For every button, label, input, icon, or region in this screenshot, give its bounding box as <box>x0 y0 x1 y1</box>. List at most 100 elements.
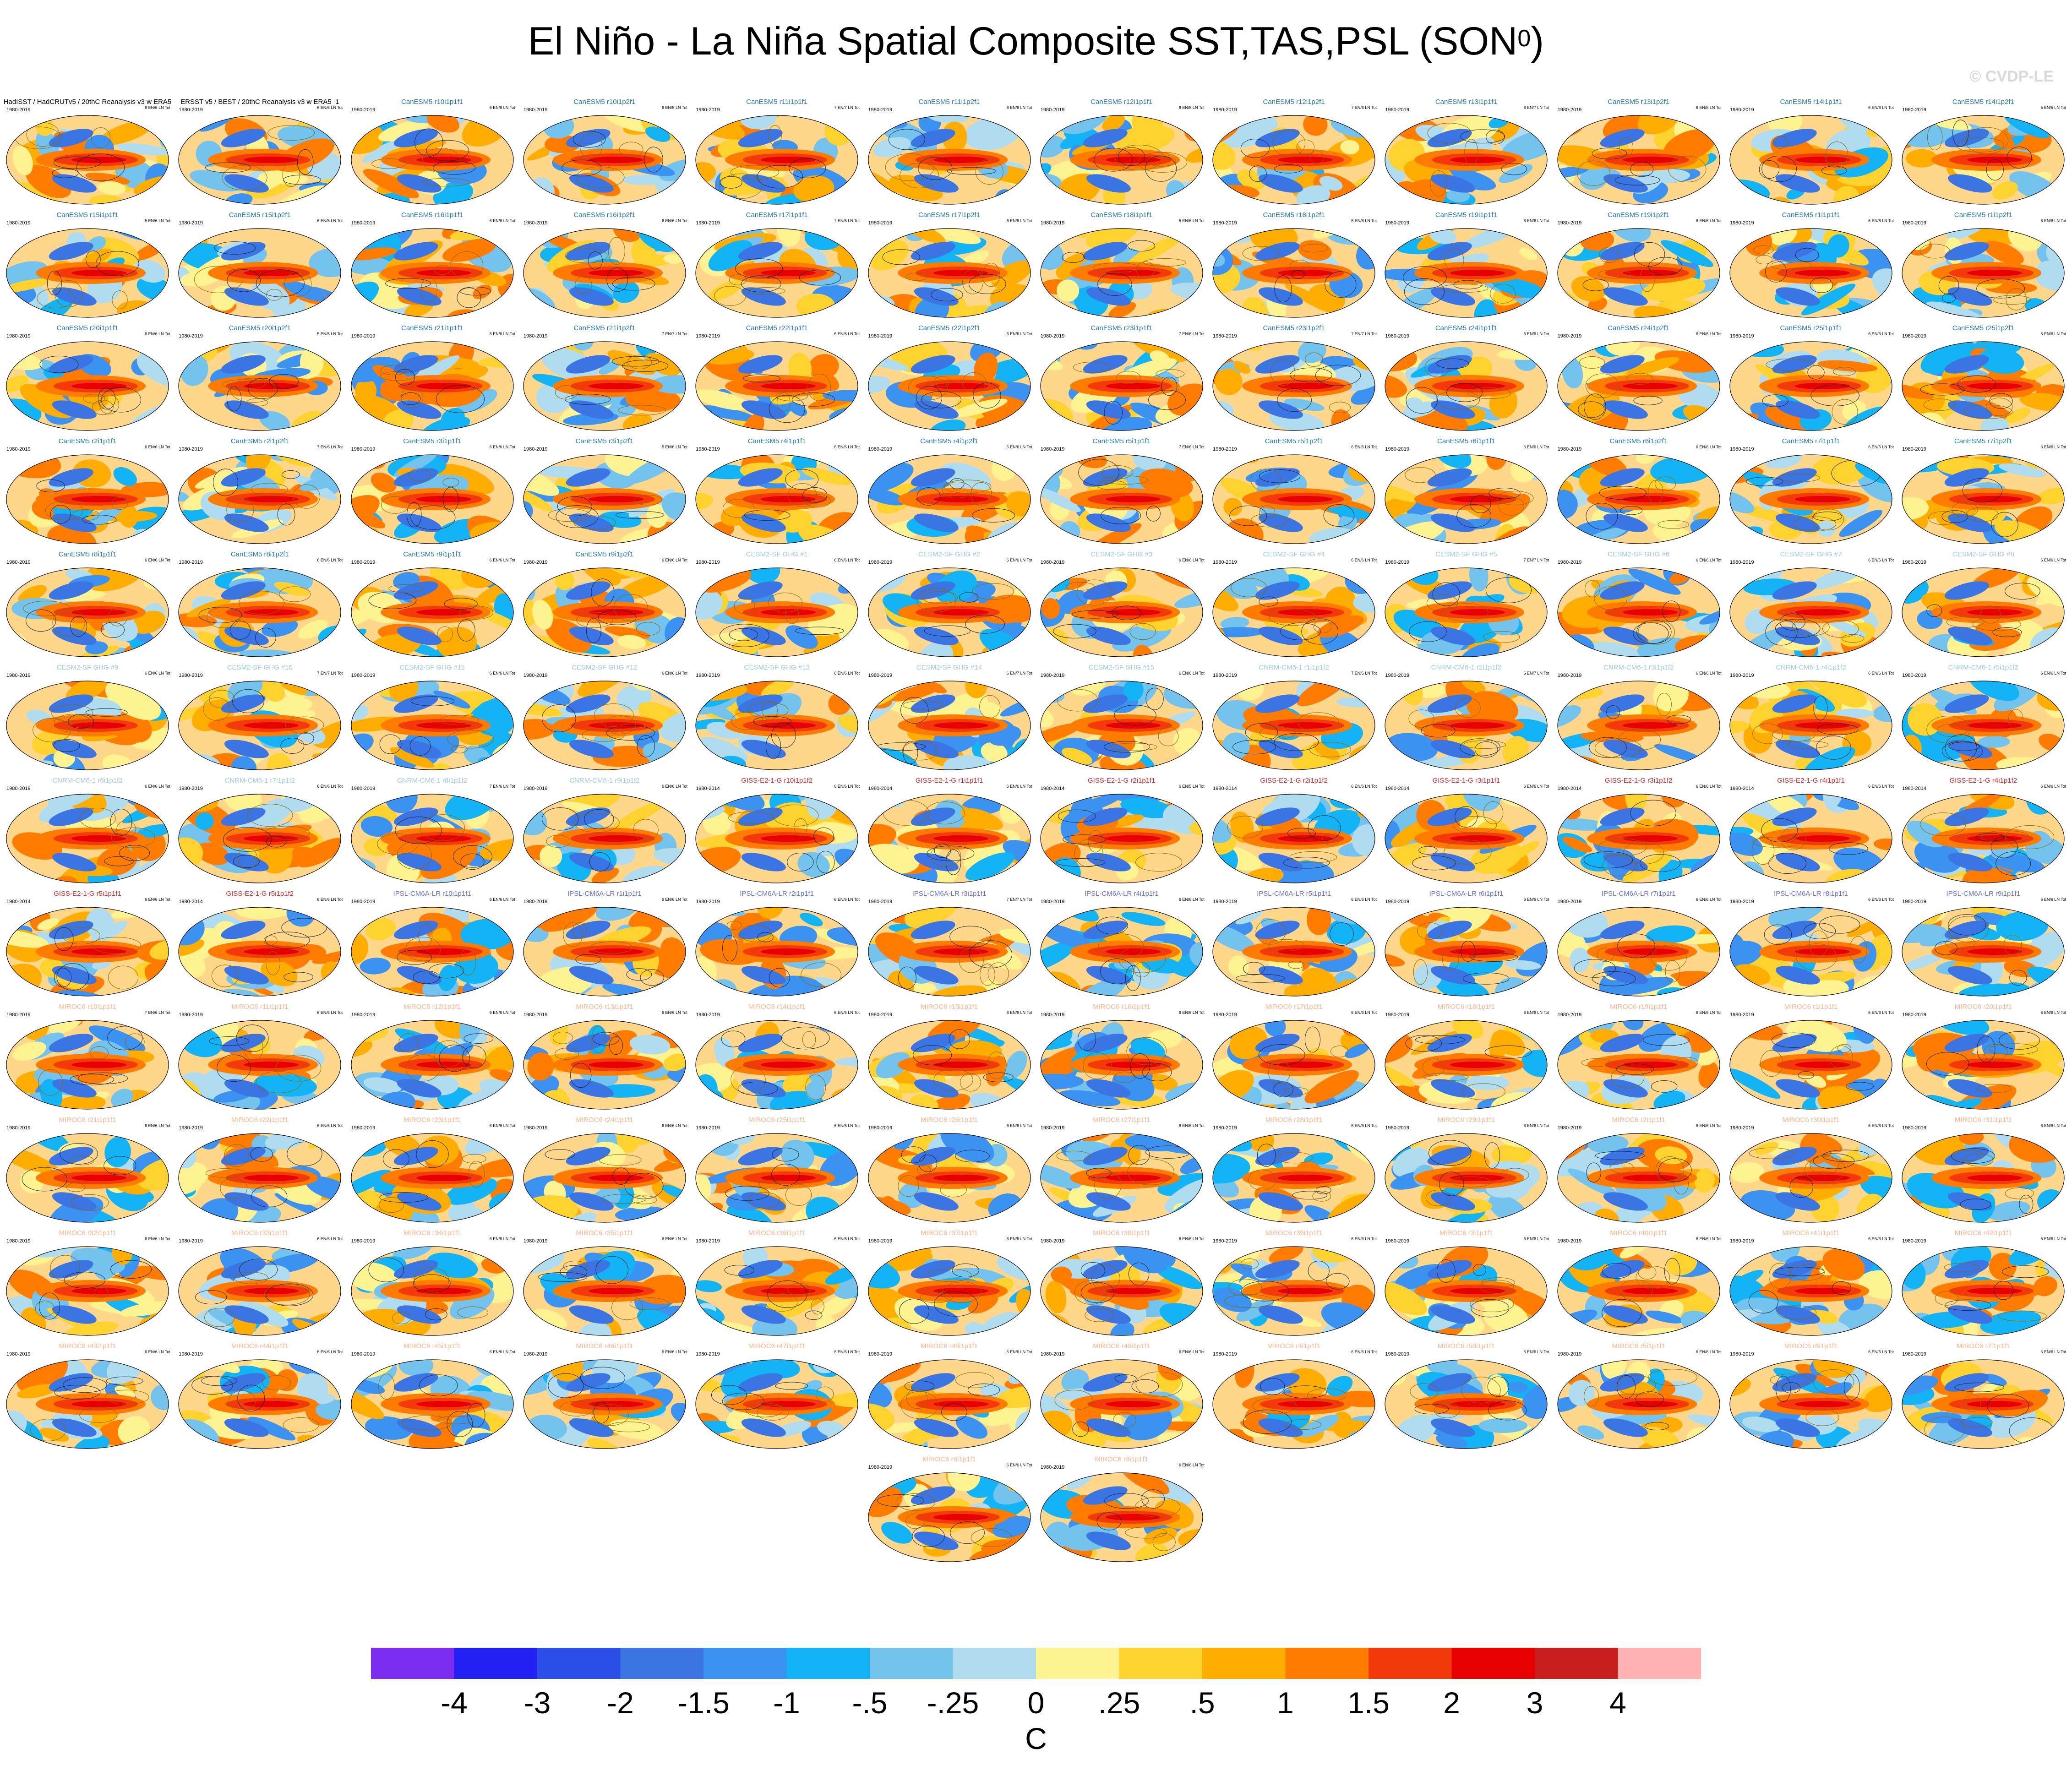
map-panel: CanESM5 r17i1p1f1 1980-2019 7 EN/6 LN Tot <box>692 209 862 318</box>
map-panel: CESM2-SF GHG #7 1980-2019 6 EN/6 LN Tot <box>1726 549 1896 658</box>
composite-map <box>695 1246 858 1336</box>
map-panel: CanESM5 r21i1p2f1 1980-2019 7 EN/7 LN Tot <box>520 322 689 431</box>
panel-stats: 6 EN/6 LN Tot <box>662 1237 687 1241</box>
panel-stats: 6 EN/6 LN Tot <box>1523 218 1549 223</box>
panel-title: CanESM5 r17i1p1f1 <box>746 211 808 219</box>
map-panel: CESM2-SF GHG #14 1980-2019 6 EN/7 LN Tot <box>865 662 1034 771</box>
panel-title: CanESM5 r10i1p2f1 <box>573 98 636 106</box>
panel-stats: 6 EN/6 LN Tot <box>662 1350 687 1354</box>
map-panel: MIROC6 r18i1p1f1 1980-2019 6 EN/6 LN Tot <box>1381 1001 1551 1110</box>
panel-stats: 6 EN/6 LN Tot <box>1006 218 1032 223</box>
panel-years: 1980-2019 <box>1557 1125 1582 1131</box>
composite-map <box>1385 567 1548 657</box>
panel-years: 1980-2019 <box>696 220 720 226</box>
composite-map <box>1557 1359 1720 1449</box>
composite-map <box>178 907 341 997</box>
panel-years: 1980-2019 <box>1040 107 1065 113</box>
panel-title: CESM2-SF GHG #4 <box>1263 550 1325 558</box>
map-panel: CNRM-CM6-1 r8i1p1f2 1980-2019 7 EN/6 LN To… <box>348 775 517 884</box>
panel-stats: 6 EN/6 LN Tot <box>834 445 860 449</box>
panel-title: MIROC6 r33i1p1f1 <box>231 1229 289 1237</box>
panel-years: 1980-2019 <box>1902 673 1926 678</box>
map-panel: CanESM5 r14i1p2f1 1980-2019 5 EN/5 LN Tot <box>1898 96 2068 205</box>
panel-title: CESM2-SF GHG #13 <box>744 664 810 671</box>
panel-years: 1980-2019 <box>1902 107 1926 113</box>
map-panel: GISS-E2-1-G r3i1p1f2 1980-2014 6 EN/6 LN T… <box>1554 775 1723 884</box>
colorbar-bin <box>953 1648 1036 1679</box>
map-panel: MIROC6 r34i1p1f1 1980-2019 6 EN/6 LN Tot <box>348 1227 517 1336</box>
panel-title: ERSST v5 / BEST / 20thC Reanalysis v3 w … <box>180 98 339 106</box>
panel-stats: 6 EN/7 LN Tot <box>1006 671 1032 675</box>
panel-stats: 6 EN/6 LN Tot <box>662 784 687 789</box>
panel-years: 1980-2019 <box>179 447 203 452</box>
map-panel: GISS-E2-1-G r10i1p1f2 1980-2014 6 EN/6 LN … <box>692 775 862 884</box>
map-panel: IPSL-CM6A-LR r7i1p1f1 1980-2019 6 EN/6 LN … <box>1554 888 1723 997</box>
map-panel: IPSL-CM6A-LR r9i1p1f1 1980-2019 6 EN/6 LN … <box>1898 888 2068 997</box>
map-panel: MIROC6 r3i1p1f1 1980-2019 6 EN/6 LN Tot <box>1381 1227 1551 1336</box>
map-panel: CanESM5 r20i1p2f1 1980-2019 5 EN/5 LN Tot <box>175 322 344 431</box>
panel-title: CNRM-CM6-1 r6i1p1f2 <box>52 777 123 784</box>
panel-stats: 6 EN/6 LN Tot <box>1868 332 1894 336</box>
panel-years: 1980-2019 <box>696 107 720 113</box>
panel-years: 1980-2019 <box>868 220 893 226</box>
panel-years: 1980-2019 <box>1385 560 1409 565</box>
panel-title: CNRM-CM6-1 r7i1p1f2 <box>224 777 295 784</box>
composite-map <box>867 794 1031 883</box>
composite-map <box>1040 794 1203 883</box>
panel-title: MIROC6 r30i1p1f1 <box>1782 1116 1840 1124</box>
composite-map <box>178 794 341 883</box>
panel-years: 1980-2019 <box>1040 1125 1065 1131</box>
panel-title: MIROC6 r10i1p1f1 <box>59 1003 116 1011</box>
panel-title: CNRM-CM6-1 r9i1p1f2 <box>569 777 640 784</box>
panel-title: MIROC6 r17i1p1f1 <box>1265 1003 1323 1011</box>
panel-title: MIROC6 r35i1p1f1 <box>576 1229 633 1237</box>
panel-years: 1980-2019 <box>1557 1238 1582 1244</box>
map-panel: CNRM-CM6-1 r2i1p1f2 1980-2019 6 EN/7 LN To… <box>1381 662 1551 771</box>
composite-map <box>1902 1020 2065 1110</box>
panel-stats: 6 EN/6 LN Tot <box>1696 1237 1722 1241</box>
panel-title: MIROC6 r44i1p1f1 <box>231 1342 289 1350</box>
map-panel: MIROC6 r7i1p1f1 1980-2019 6 EN/6 LN Tot <box>1898 1340 2068 1449</box>
panel-years: 1980-2019 <box>6 220 31 226</box>
panel-stats: 6 EN/6 LN Tot <box>145 1123 170 1128</box>
panel-stats: 6 EN/6 LN Tot <box>1351 1123 1377 1128</box>
panel-years: 1980-2019 <box>1730 107 1754 113</box>
panel-title: IPSL-CM6A-LR r10i1p1f1 <box>393 890 471 898</box>
panel-years: 1980-2019 <box>696 333 720 339</box>
panel-stats: 6 EN/6 LN Tot <box>489 1237 515 1241</box>
panel-years: 1980-2019 <box>6 1351 31 1357</box>
panel-title: CanESM5 r21i1p1f1 <box>401 324 463 332</box>
panel-years: 1980-2019 <box>1730 220 1754 226</box>
panel-title: MIROC6 r9i1p1f1 <box>1095 1455 1149 1463</box>
panel-title: GISS-E2-1-G r2i1p1f1 <box>1088 777 1156 784</box>
panel-stats: 6 EN/6 LN Tot <box>1868 1010 1894 1015</box>
panel-years: 1980-2019 <box>696 1351 720 1357</box>
panel-title: MIROC6 r18i1p1f1 <box>1437 1003 1495 1011</box>
map-panel: CanESM5 r19i1p1f1 1980-2019 6 EN/6 LN Tot <box>1381 209 1551 318</box>
panel-years: 1980-2019 <box>6 673 31 678</box>
panel-years: 1980-2019 <box>6 447 31 452</box>
panel-title: CanESM5 r20i1p1f1 <box>56 324 119 332</box>
panel-stats: 6 EN/6 LN Tot <box>662 671 687 675</box>
composite-map <box>695 1133 858 1223</box>
panel-title: MIROC6 r31i1p1f1 <box>1954 1116 2012 1124</box>
composite-map <box>1212 115 1375 205</box>
composite-map <box>1385 1020 1548 1110</box>
colorbar-tick-label: -.5 <box>852 1686 888 1720</box>
colorbar-bin <box>454 1648 538 1679</box>
panel-stats: 6 EN/6 LN Tot <box>2040 445 2067 449</box>
composite-map <box>6 115 169 205</box>
panel-stats: 6 EN/6 LN Tot <box>1351 1010 1377 1015</box>
panel-stats: 7 EN/7 LN Tot <box>834 105 860 110</box>
map-panel: MIROC6 r28i1p1f1 1980-2019 6 EN/6 LN Tot <box>1209 1114 1379 1223</box>
colorbar-bin <box>703 1648 787 1679</box>
map-panel: MIROC6 r17i1p1f1 1980-2019 6 EN/6 LN Tot <box>1209 1001 1379 1110</box>
map-panel: GISS-E2-1-G r5i1p1f1 1980-2014 6 EN/6 LN T… <box>3 888 172 997</box>
composite-map <box>523 1133 686 1223</box>
title-close: ) <box>1531 19 1544 63</box>
panel-title: MIROC6 r45i1p1f1 <box>403 1342 461 1350</box>
map-panel: CanESM5 r13i1p2f1 1980-2019 6 EN/5 LN Tot <box>1554 96 1723 205</box>
panel-stats: 6 EN/6 LN Tot <box>1868 1123 1894 1128</box>
panel-years: 1980-2019 <box>179 107 203 113</box>
composite-map <box>1212 1020 1375 1110</box>
